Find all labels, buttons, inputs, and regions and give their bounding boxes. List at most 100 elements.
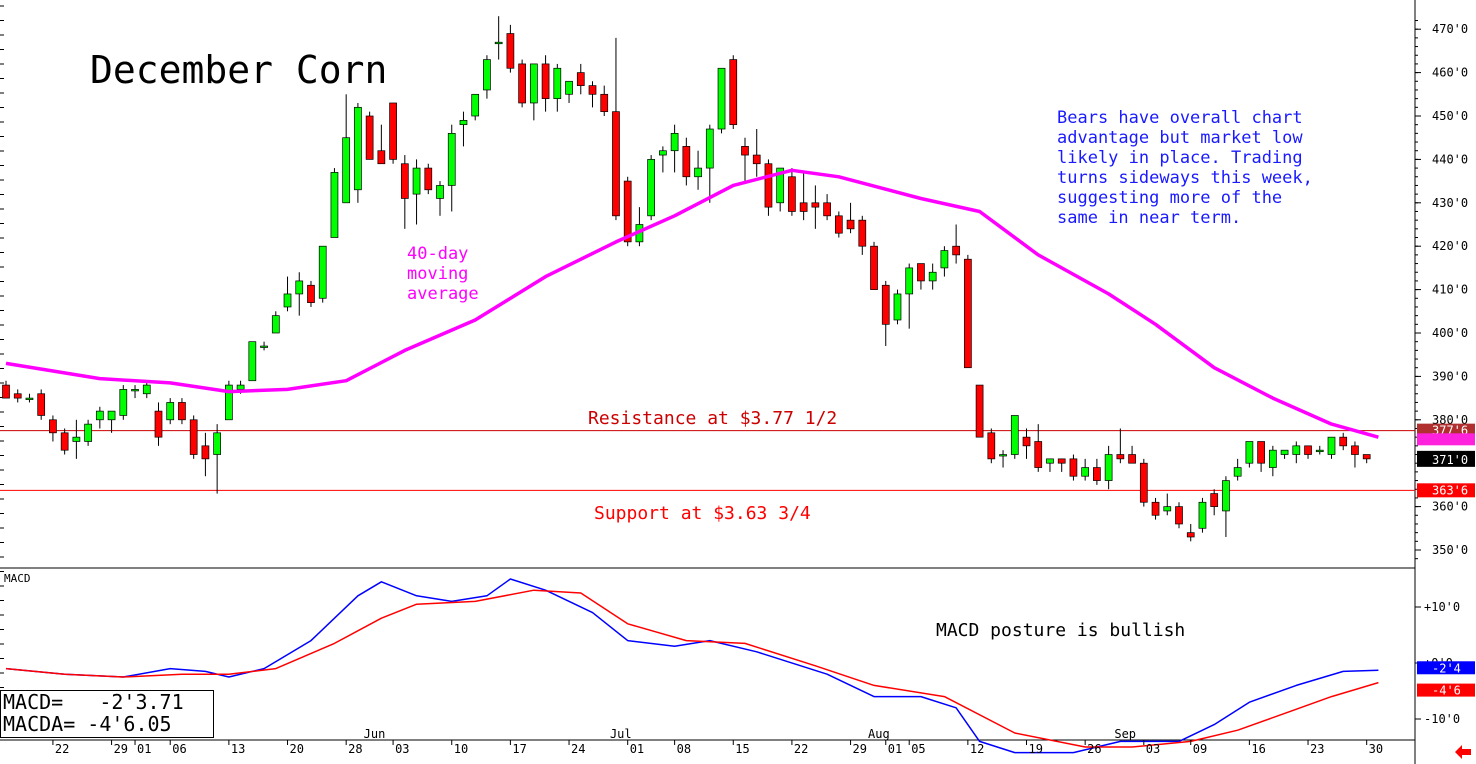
candle-body — [318, 245, 327, 299]
price-tick-label: 430'0 — [1432, 196, 1468, 210]
ma-tag — [1417, 433, 1475, 446]
candle-body — [1280, 449, 1289, 455]
candle-body — [1222, 480, 1230, 512]
date-tick-label: 22 — [794, 742, 808, 756]
candle-body — [213, 432, 221, 455]
candle-body — [788, 176, 796, 212]
candle-body — [623, 180, 632, 243]
candles — [2, 16, 1371, 542]
candle-body — [447, 133, 456, 186]
candle-body — [107, 410, 116, 421]
date-tick-label: 22 — [55, 742, 69, 756]
candle-body — [1233, 467, 1242, 477]
price-tick-label: 350'0 — [1432, 543, 1468, 557]
macd-axis-tag — [1417, 661, 1475, 675]
candle-body — [1163, 506, 1172, 512]
date-tick-label: 06 — [172, 742, 186, 756]
candle-body — [354, 106, 362, 191]
candle-body — [436, 185, 444, 199]
candle-body — [1046, 458, 1054, 464]
ma-label-line: 40-day — [407, 244, 468, 264]
comment-line: likely in place. Trading — [1057, 148, 1303, 168]
price-tick-label: 410'0 — [1432, 283, 1468, 297]
candle-body — [1351, 445, 1359, 455]
date-tick-label: 17 — [512, 742, 526, 756]
candle-body — [365, 115, 374, 160]
candle-body — [964, 258, 972, 369]
date-tick-label: 03 — [1146, 742, 1160, 756]
candle-body — [799, 202, 808, 212]
candle-body — [881, 284, 890, 325]
price-tick-label: 460'0 — [1432, 66, 1468, 80]
candle-body — [612, 111, 620, 217]
date-tick-label: 10 — [454, 742, 468, 756]
candle-body — [330, 172, 339, 238]
candle-body — [342, 137, 351, 204]
date-tick-label: 01 — [137, 742, 151, 756]
candle-body — [670, 133, 679, 152]
ma-label-line: moving — [407, 264, 468, 284]
candle-body — [506, 33, 515, 69]
macd-series-line — [5, 589, 1379, 748]
date-tick-label: 23 — [1310, 742, 1324, 756]
ma40-line — [5, 168, 1379, 439]
candle-body — [553, 67, 562, 99]
price-tick-label: 450'0 — [1432, 109, 1468, 123]
candle-body — [928, 271, 937, 282]
last-price-tag — [1417, 450, 1475, 467]
candle-body — [95, 410, 104, 421]
candle-body — [494, 41, 503, 45]
candle-body — [377, 150, 386, 165]
candle-body — [1116, 454, 1125, 460]
candle-body — [647, 159, 656, 217]
month-label: Aug — [868, 727, 890, 741]
date-tick-label: 03 — [395, 742, 409, 756]
macd-axis-tag — [1417, 683, 1475, 697]
candle-body — [1198, 501, 1207, 529]
candle-body — [1292, 445, 1301, 455]
level-tag-label: 363'6 — [1432, 483, 1468, 497]
candle-body — [565, 80, 573, 95]
candle-body — [1268, 449, 1277, 468]
candle-body — [741, 146, 749, 156]
candle-body — [260, 345, 268, 348]
candle-body — [84, 423, 92, 442]
comment-line: Bears have overall chart — [1057, 108, 1303, 128]
candle-body — [1304, 445, 1312, 455]
candle-body — [870, 245, 878, 290]
candle-body — [60, 432, 69, 451]
candle-body — [2, 384, 10, 399]
candle-body — [1315, 449, 1324, 453]
price-tick-label: 470'0 — [1432, 22, 1468, 36]
candle-body — [483, 59, 491, 91]
candle-body — [893, 293, 902, 321]
date-tick-label: 09 — [1193, 742, 1207, 756]
candle-body — [1139, 462, 1148, 503]
macd-annotation: MACD posture is bullish — [936, 620, 1185, 641]
candle-body — [1034, 441, 1043, 468]
candle-body — [201, 445, 210, 460]
price-tick-label: 390'0 — [1432, 369, 1468, 383]
candle-body — [1245, 441, 1254, 464]
support-label: Support at $3.63 3/4 — [594, 503, 811, 524]
date-tick-label: 24 — [571, 742, 585, 756]
candle-body — [119, 389, 128, 416]
candle-body — [400, 163, 409, 199]
macd-readout-box: MACD= -2'3.71 MACDA= -4'6.05 — [0, 690, 214, 738]
date-tick-label: 29 — [853, 742, 867, 756]
candle-body — [166, 402, 175, 421]
candle-body — [905, 267, 914, 295]
candle-body — [682, 146, 691, 178]
price-tick-label: 400'0 — [1432, 326, 1468, 340]
candle-body — [1069, 458, 1078, 477]
comment-line: advantage but market low — [1057, 128, 1303, 148]
candle-body — [659, 150, 667, 156]
candle-body — [717, 67, 726, 130]
date-tick-label: 12 — [970, 742, 984, 756]
date-tick-label: 01 — [888, 742, 902, 756]
candle-body — [752, 154, 761, 165]
month-label: Jul — [610, 727, 632, 741]
back-arrow-icon[interactable] — [1454, 744, 1472, 760]
